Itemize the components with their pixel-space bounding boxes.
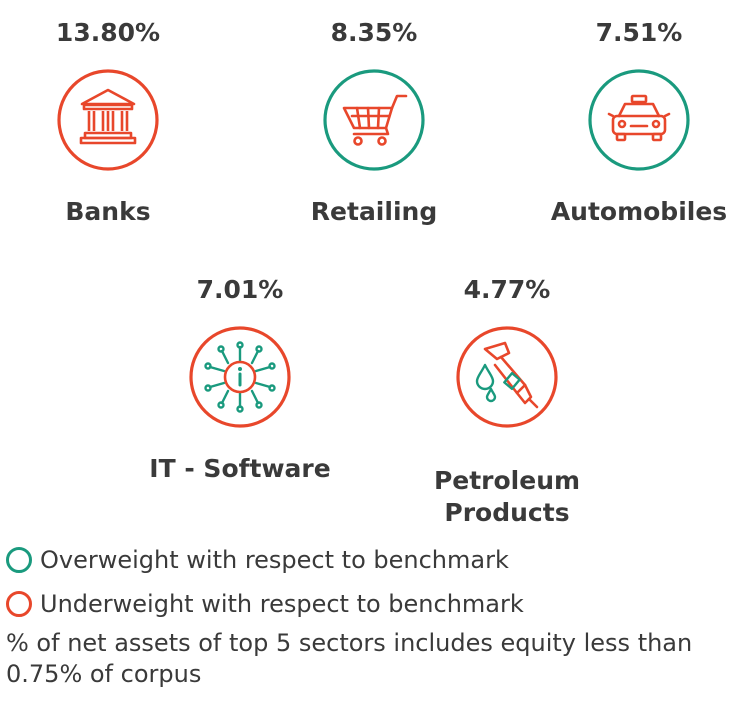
- sector-value: 7.51%: [595, 18, 683, 47]
- legend-underweight-label: Underweight with respect to benchmark: [40, 590, 524, 618]
- underweight-ring-icon: [6, 591, 32, 617]
- sector-name: Automobiles: [550, 197, 728, 226]
- bank-icon: [56, 68, 160, 172]
- chip-icon: [188, 325, 292, 429]
- sector-value: 4.77%: [463, 275, 551, 304]
- car-icon: [587, 68, 691, 172]
- sector-value: 8.35%: [330, 18, 418, 47]
- fuel-nozzle-icon: [455, 325, 559, 429]
- legend-underweight: Underweight with respect to benchmark: [6, 590, 524, 618]
- footnote: % of net assets of top 5 sectors include…: [6, 629, 693, 688]
- overweight-ring-icon: [6, 547, 32, 573]
- sector-name: IT - Software: [149, 454, 331, 483]
- sector-name: Retailing: [310, 197, 438, 226]
- shopping-cart-icon: [322, 68, 426, 172]
- sector-value: 7.01%: [196, 275, 284, 304]
- sector-value: 13.80%: [55, 18, 161, 47]
- sector-name: Banks: [65, 197, 151, 226]
- sector-name: Petroleum Products: [433, 466, 581, 527]
- legend-overweight: Overweight with respect to benchmark: [6, 546, 509, 574]
- legend-overweight-label: Overweight with respect to benchmark: [40, 546, 509, 574]
